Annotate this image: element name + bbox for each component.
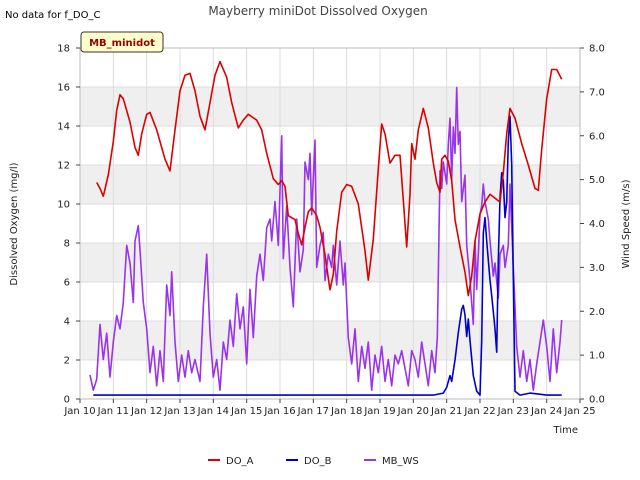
series-lines — [89, 60, 563, 396]
y-tick-label: 18 — [57, 44, 70, 55]
x-tick-label: Jan 15 — [230, 406, 262, 417]
y-tick-label: 2 — [64, 356, 70, 367]
legend: DO_A DO_B MB_WS — [208, 456, 419, 467]
band-0 — [80, 321, 580, 360]
y-tick-label: 14 — [57, 122, 70, 133]
legend-label-mb-ws: MB_WS — [382, 456, 419, 467]
site-label-background — [80, 31, 164, 53]
x-tick-label: Jan 25 — [563, 406, 595, 417]
y-tick-label: 6 — [64, 278, 70, 289]
band-3 — [80, 87, 580, 126]
y2-axis-ticks: 0.0 1.0 2.0 3.0 4.0 5.0 6.0 7.0 8.0 — [580, 44, 605, 406]
y2-tick-label: 7.0 — [589, 87, 605, 98]
y-axis-ticks: 0 2 4 6 8 10 12 14 16 18 — [57, 44, 80, 406]
x-tick-label: Jan 17 — [297, 406, 329, 417]
x-tick-label: Jan 21 — [430, 406, 462, 417]
y-tick-label: 12 — [57, 161, 70, 172]
x-tick-label: Jan 20 — [397, 406, 429, 417]
x-tick-label: Jan 10 — [63, 406, 95, 417]
x-tick-label: Jan 14 — [197, 406, 229, 417]
x-tick-label: Jan 18 — [330, 406, 362, 417]
legend-label-do-a: DO_A — [226, 456, 254, 467]
x-axis-title: Time — [553, 425, 578, 436]
no-data-note: No data for f_DO_C — [5, 10, 101, 21]
y2-tick-label: 8.0 — [589, 44, 605, 55]
background-bands — [80, 87, 580, 360]
y2-tick-label: 6.0 — [589, 131, 605, 142]
band-2 — [80, 165, 580, 204]
legend-label-do-b: DO_B — [304, 456, 332, 467]
y2-tick-label: 0.0 — [589, 395, 605, 406]
x-tick-label: Jan 24 — [530, 406, 562, 417]
y-tick-label: 0 — [64, 395, 70, 406]
y-tick-label: 8 — [64, 239, 70, 250]
series-line-do-a — [96, 60, 563, 297]
y2-axis-title: Wind Speed (m/s) — [621, 179, 632, 268]
x-tick-label: Jan 16 — [263, 406, 295, 417]
x-tick-label: Jan 19 — [363, 406, 395, 417]
x-tick-label: Jan 23 — [497, 406, 529, 417]
y-tick-label: 16 — [57, 83, 70, 94]
y-tick-label: 4 — [64, 317, 70, 328]
x-tick-label: Jan 11 — [97, 406, 129, 417]
x-axis-ticks: Jan 10 Jan 11 Jan 12 Jan 13 Jan 14 Jan 15 Jan … — [63, 399, 596, 417]
series-line-do-b — [93, 115, 562, 396]
site-label-text: MB_minidot — [89, 38, 155, 49]
y2-tick-label: 2.0 — [589, 307, 605, 318]
x-tick-label: Jan 22 — [463, 406, 495, 417]
y2-tick-label: 1.0 — [589, 351, 605, 362]
x-tick-label: Jan 12 — [130, 406, 162, 417]
y-tick-label: 10 — [57, 200, 70, 211]
y2-tick-label: 3.0 — [589, 263, 605, 274]
site-label-box: MB_minidot — [80, 31, 164, 53]
y2-tick-label: 5.0 — [589, 175, 605, 186]
series-line-mb-ws — [89, 86, 563, 391]
y-axis-title: Dissolved Oxygen (mg/l) — [9, 162, 20, 285]
chart-title: Mayberry miniDot Dissolved Oxygen — [208, 4, 427, 18]
x-tick-label: Jan 13 — [163, 406, 195, 417]
y2-tick-label: 4.0 — [589, 219, 605, 230]
